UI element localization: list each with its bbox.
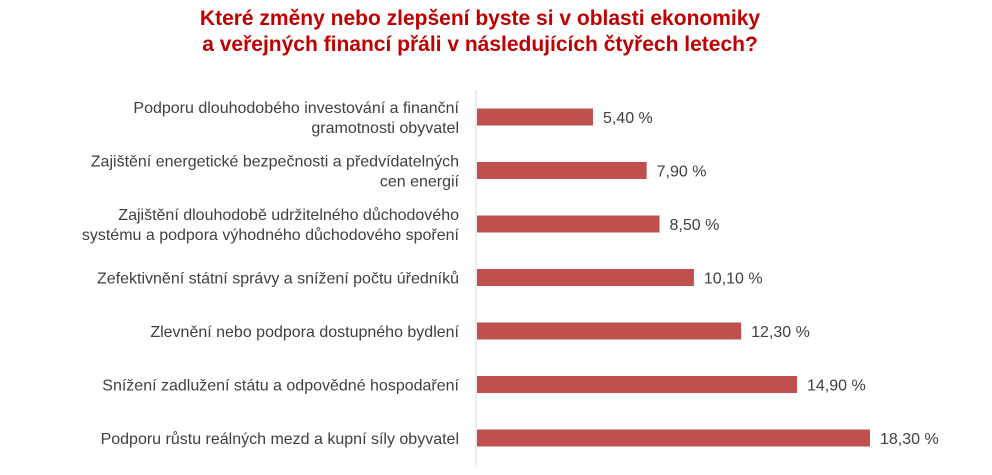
chart-title-line-1: Které změny nebo zlepšení byste si v obl… xyxy=(199,7,761,30)
value-label-4: 12,30 % xyxy=(751,324,810,341)
category-label-0-line-1: gramotnosti obyvatel xyxy=(311,120,459,137)
category-label-4-line-0: Zlevnění nebo podpora dostupného bydlení xyxy=(150,324,459,341)
category-label-1-line-0: Zajištění energetické bezpečnosti a před… xyxy=(91,154,459,171)
bar-2 xyxy=(477,215,660,233)
category-label-5-line-0: Snížení zadlužení státu a odpovědné hosp… xyxy=(102,378,459,395)
category-label-2-line-0: Zajištění dlouhodobě udržitelného důchod… xyxy=(118,206,459,224)
bar-0 xyxy=(477,108,593,126)
value-label-5: 14,90 % xyxy=(807,378,866,395)
value-label-2: 8,50 % xyxy=(670,217,720,234)
category-label-1-line-1: cen energií xyxy=(380,174,460,191)
value-label-0: 5,40 % xyxy=(603,110,653,127)
bar-4 xyxy=(477,322,742,340)
bar-5 xyxy=(477,376,797,393)
value-label-1: 7,90 % xyxy=(657,164,707,181)
bar-1 xyxy=(477,162,647,179)
chart-title: Které změny nebo zlepšení byste si v obl… xyxy=(0,6,960,58)
category-label-2-line-1: systému a podpora výhodného důchodového … xyxy=(82,226,460,244)
value-label-3: 10,10 % xyxy=(704,271,763,288)
bar-3 xyxy=(477,269,694,286)
bar-6 xyxy=(477,429,870,447)
category-label-6-line-0: Podporu růstu reálných mezd a kupní síly… xyxy=(101,430,459,448)
category-label-3-line-0: Zefektivnění státní správy a snížení poč… xyxy=(97,270,459,288)
category-label-0-line-0: Podporu dlouhodobého investování a finan… xyxy=(133,100,459,117)
chart-title-line-2: a veřejných financí přáli v následujícíc… xyxy=(202,33,758,56)
value-label-6: 18,30 % xyxy=(880,431,939,448)
